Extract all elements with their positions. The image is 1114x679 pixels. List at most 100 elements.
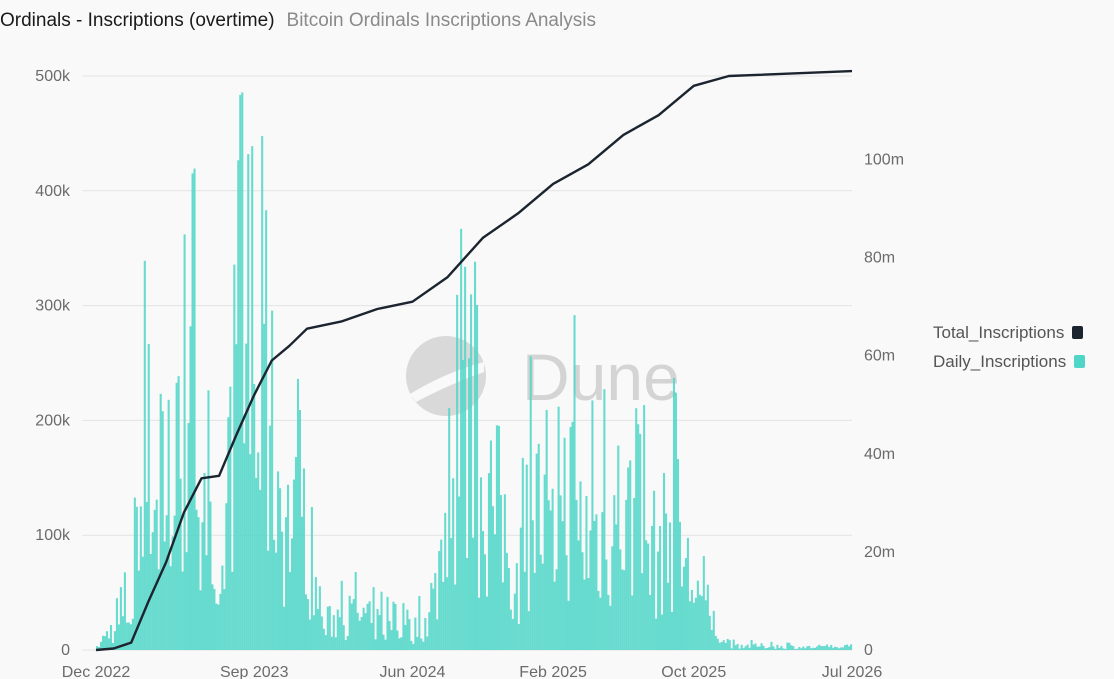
daily-bar xyxy=(181,571,184,650)
daily-bar xyxy=(131,618,134,650)
legend-label-total: Total_Inscriptions xyxy=(933,322,1065,342)
daily-bar xyxy=(197,517,200,650)
daily-bar xyxy=(585,496,588,650)
daily-bar xyxy=(487,473,491,650)
daily-bar xyxy=(720,642,723,650)
daily-bar xyxy=(123,572,126,650)
daily-bar xyxy=(195,509,198,650)
daily-bar xyxy=(593,520,596,650)
daily-bar xyxy=(229,386,232,650)
daily-bar xyxy=(440,539,443,650)
daily-bar xyxy=(464,266,467,650)
daily-bar xyxy=(493,534,496,650)
daily-bar xyxy=(96,646,99,650)
daily-bar xyxy=(163,541,166,650)
daily-bar xyxy=(298,410,302,650)
daily-bar xyxy=(605,559,608,650)
daily-bar xyxy=(830,644,833,650)
daily-bar xyxy=(356,612,359,650)
daily-bar xyxy=(462,360,465,650)
daily-bar xyxy=(296,378,300,650)
daily-bar xyxy=(386,596,389,650)
dune-watermark: Dune xyxy=(406,336,680,416)
daily-bar xyxy=(710,629,713,650)
daily-bar xyxy=(350,603,353,650)
daily-bar xyxy=(639,433,642,650)
daily-bar xyxy=(678,521,682,650)
daily-bar xyxy=(358,620,361,650)
legend-item-total[interactable]: Total_Inscriptions xyxy=(933,318,1085,347)
daily-bar xyxy=(390,630,393,650)
daily-bar xyxy=(557,406,560,650)
daily-bar xyxy=(460,228,463,650)
daily-bar xyxy=(157,569,160,650)
daily-bar xyxy=(649,594,652,650)
daily-bar xyxy=(253,384,256,650)
daily-bar xyxy=(501,582,504,650)
daily-bar xyxy=(235,344,238,650)
daily-bar xyxy=(826,644,829,650)
daily-bar xyxy=(334,637,337,650)
daily-bar xyxy=(840,647,843,650)
daily-bar xyxy=(682,566,685,650)
daily-bar xyxy=(680,586,683,650)
daily-bar xyxy=(125,622,128,650)
daily-bar xyxy=(615,524,618,650)
daily-bar xyxy=(647,543,650,650)
daily-bar xyxy=(798,647,801,650)
legend-item-daily[interactable]: Daily_Inscriptions xyxy=(933,347,1086,376)
daily-bar xyxy=(406,609,409,650)
x-axis-tick-label: Jun 2024 xyxy=(380,664,446,679)
daily-bar xyxy=(503,494,506,650)
legend-label-daily: Daily_Inscriptions xyxy=(933,351,1067,371)
daily-bar xyxy=(842,647,845,650)
daily-bar xyxy=(294,457,298,650)
daily-bar xyxy=(364,613,367,650)
daily-bar xyxy=(360,617,363,650)
daily-bar xyxy=(792,646,795,650)
daily-bar xyxy=(579,481,582,650)
chart-title: Ordinals - Inscriptions (overtime) xyxy=(0,10,275,31)
daily-bar xyxy=(420,638,423,650)
daily-bar xyxy=(285,517,288,650)
daily-bar xyxy=(115,598,118,650)
daily-bar xyxy=(183,234,186,651)
daily-bar xyxy=(324,635,327,650)
daily-bar xyxy=(468,358,471,650)
daily-bar xyxy=(328,606,331,650)
x-axis-tick-label: Dec 2022 xyxy=(62,664,131,679)
daily-bar xyxy=(597,590,600,650)
daily-bar xyxy=(243,443,246,650)
daily-bar xyxy=(418,595,421,650)
left-axis-tick-label: 300k xyxy=(35,298,71,315)
daily-bar xyxy=(529,356,532,650)
daily-bar xyxy=(380,591,383,650)
daily-bar xyxy=(692,602,695,650)
daily-bar xyxy=(637,424,640,650)
daily-bar xyxy=(517,623,520,650)
daily-bar xyxy=(664,513,668,650)
daily-bar xyxy=(286,484,290,650)
daily-bar xyxy=(432,588,435,650)
daily-bar xyxy=(245,343,248,650)
daily-bar xyxy=(135,506,138,650)
daily-bar xyxy=(768,647,771,650)
daily-bar xyxy=(748,647,751,650)
daily-bar xyxy=(475,304,479,650)
daily-bar xyxy=(549,510,552,650)
daily-bar xyxy=(587,577,590,650)
daily-bar xyxy=(555,569,558,650)
daily-bar xyxy=(573,315,576,650)
daily-bar xyxy=(265,210,268,650)
daily-bar xyxy=(716,638,719,650)
daily-bar xyxy=(255,477,258,650)
daily-bar xyxy=(657,551,660,650)
daily-bar xyxy=(621,569,624,650)
daily-bar xyxy=(209,501,212,650)
daily-bar xyxy=(700,596,703,650)
watermark-text: Dune xyxy=(522,340,680,414)
daily-bar xyxy=(800,648,803,650)
daily-bar xyxy=(808,645,811,650)
daily-bar xyxy=(259,489,262,650)
daily-bar xyxy=(742,648,745,650)
